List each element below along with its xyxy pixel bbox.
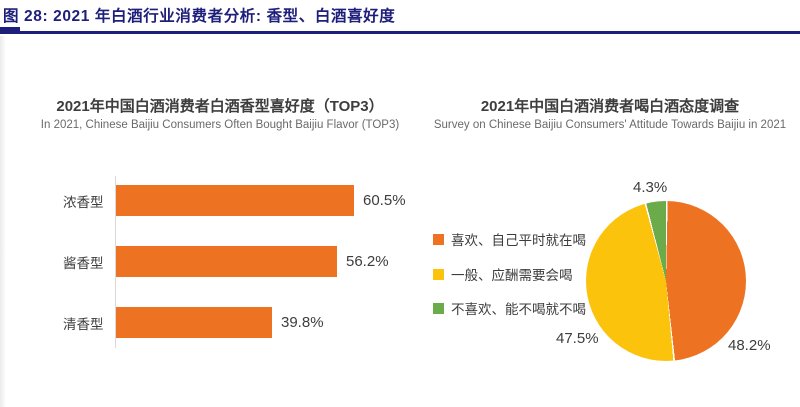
bar-category-label: 浓香型 [63,194,104,210]
bar-fill [116,185,354,216]
bar-fill [116,307,272,338]
pie-slice-value-label: 47.5% [556,330,599,347]
legend-label: 一般、应酬需要会喝 [451,268,573,283]
legend-swatch-green [433,302,444,314]
bar-chart-axis-line [115,176,116,348]
caption-left-tick [0,27,20,34]
pie-chart-title: 2021年中国白酒消费者喝白酒态度调查 [480,98,740,115]
legend-item: 喜欢、自己平时就在喝 [433,229,586,249]
bar-category-label: 酱香型 [63,255,104,271]
legend-item: 一般、应酬需要会喝 [433,264,573,284]
bar-chart-subtitle: In 2021, Chinese Baijiu Consumers Often … [40,119,400,131]
pie-chart-subtitle: Survey on Chinese Baijiu Consumers' Atti… [433,119,787,131]
legend-swatch-yellow [433,268,444,280]
pie-slice-value-label: 48.2% [728,337,771,354]
bar-row: 浓香型 60.5% [63,185,406,216]
legend-label: 不喜欢、能不喝就不喝 [451,302,586,317]
caption-underline [0,31,800,34]
bar-value-label: 56.2% [346,253,389,270]
bar-fill [116,246,337,277]
bar-row: 清香型 39.8% [63,307,324,338]
bar-category-label: 清香型 [63,316,104,332]
bar-row: 酱香型 56.2% [63,246,389,277]
figure-caption: 图 28: 2021 年白酒行业消费者分析: 香型、白酒喜好度 [3,8,396,25]
bar-value-label: 39.8% [281,314,324,331]
page-left-edge-shadow [0,36,6,407]
bar-chart-title: 2021年中国白酒消费者白酒香型喜好度（TOP3） [56,98,384,115]
bar-value-label: 60.5% [363,192,406,209]
pie-graphic [586,201,746,361]
legend-swatch-orange [433,233,444,245]
legend-label: 喜欢、自己平时就在喝 [451,233,586,248]
pie-slice-value-label: 4.3% [633,179,668,196]
legend-item: 不喜欢、能不喝就不喝 [433,298,586,318]
